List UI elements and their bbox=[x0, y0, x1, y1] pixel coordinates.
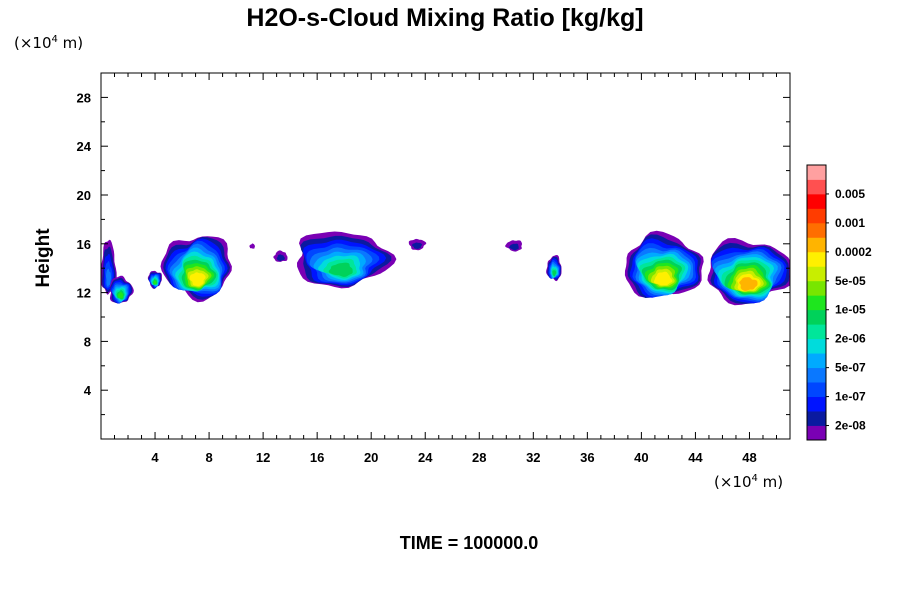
cloud-contour bbox=[189, 272, 206, 287]
colorbar-swatch bbox=[807, 295, 826, 311]
x-tick-label: 20 bbox=[364, 450, 378, 465]
y-tick-label: 12 bbox=[77, 286, 91, 301]
colorbar-swatch bbox=[807, 411, 826, 426]
cloud-contour bbox=[509, 243, 519, 251]
colorbar-label: 0.0002 bbox=[835, 245, 872, 259]
y-tick-label: 28 bbox=[77, 90, 91, 105]
cloud-contour bbox=[552, 270, 557, 277]
cloud-field bbox=[101, 230, 790, 306]
y-tick-labels: 4 8 12 16 20 24 28 bbox=[77, 90, 92, 398]
colorbar-swatch bbox=[807, 367, 826, 383]
chart-title: H2O-s-Cloud Mixing Ratio [kg/kg] bbox=[246, 4, 643, 32]
colorbar-frame bbox=[806, 164, 827, 441]
y-axis-units: (×104 m) bbox=[14, 34, 83, 52]
colorbar-swatch bbox=[807, 266, 826, 282]
y-tick-label: 8 bbox=[84, 334, 91, 349]
colorbar-label: 2e-06 bbox=[835, 332, 866, 346]
colorbar-swatch bbox=[807, 222, 826, 238]
x-tick-labels: 4 8 12 16 20 24 28 32 36 40 44 48 bbox=[151, 450, 756, 465]
colorbar-swatch bbox=[807, 324, 826, 340]
y-tick-label: 20 bbox=[77, 188, 91, 203]
x-tick-label: 32 bbox=[526, 450, 540, 465]
y-tick-label: 16 bbox=[77, 237, 91, 252]
cloud-contour bbox=[653, 271, 673, 286]
x-tick-label: 28 bbox=[472, 450, 486, 465]
colorbar-swatch bbox=[807, 208, 826, 224]
cloud-contour bbox=[106, 268, 112, 287]
colorbar-swatch bbox=[807, 353, 826, 369]
x-tick-label: 44 bbox=[688, 450, 703, 465]
colorbar-swatch bbox=[807, 193, 826, 209]
cloud-contour bbox=[328, 262, 353, 277]
x-tick-label: 40 bbox=[634, 450, 648, 465]
x-tick-label: 24 bbox=[418, 450, 433, 465]
colorbar-label: 5e-07 bbox=[835, 361, 866, 375]
colorbar-labels: 2e-08 1e-07 5e-07 2e-06 1e-05 5e-05 0.0002 0.00… bbox=[835, 187, 872, 433]
cloud-contour bbox=[249, 243, 255, 249]
colorbar-swatch bbox=[807, 251, 826, 267]
colorbar-swatch bbox=[807, 165, 826, 180]
x-tick-label: 8 bbox=[205, 450, 212, 465]
cloud-contour bbox=[412, 242, 423, 249]
y-tick-label: 4 bbox=[84, 383, 92, 398]
colorbar-label: 0.005 bbox=[835, 187, 865, 201]
colorbar-swatch bbox=[807, 179, 826, 195]
colorbar-label: 2e-08 bbox=[835, 419, 866, 433]
x-tick-label: 16 bbox=[310, 450, 324, 465]
y-axis-label: Height bbox=[33, 228, 54, 288]
x-tick-label: 4 bbox=[151, 450, 159, 465]
cloud-contour bbox=[276, 254, 285, 261]
colorbar-swatch bbox=[807, 396, 826, 412]
y-tick-label: 24 bbox=[77, 139, 92, 154]
colorbar-swatch bbox=[807, 237, 826, 253]
x-tick-label: 36 bbox=[580, 450, 594, 465]
colorbar-label: 1e-05 bbox=[835, 303, 866, 317]
colorbar-swatch bbox=[807, 309, 826, 325]
plot-frame bbox=[100, 72, 791, 440]
colorbar-swatch bbox=[807, 338, 826, 354]
cloud-contour bbox=[153, 280, 157, 285]
colorbar-label: 0.001 bbox=[835, 216, 865, 230]
colorbar bbox=[806, 164, 829, 441]
colorbar-swatch bbox=[807, 425, 826, 441]
time-label: TIME = 100000.0 bbox=[400, 533, 539, 553]
cloud-contour bbox=[117, 291, 124, 299]
axis-ticks bbox=[101, 73, 790, 439]
x-tick-label: 12 bbox=[256, 450, 270, 465]
colorbar-label: 5e-05 bbox=[835, 274, 866, 288]
x-tick-label: 48 bbox=[742, 450, 756, 465]
colorbar-label: 1e-07 bbox=[835, 390, 866, 404]
cloud-contour bbox=[739, 277, 758, 291]
colorbar-swatch bbox=[807, 382, 826, 397]
x-axis-units: (×104 m) bbox=[714, 473, 783, 491]
colorbar-swatch bbox=[807, 280, 826, 296]
